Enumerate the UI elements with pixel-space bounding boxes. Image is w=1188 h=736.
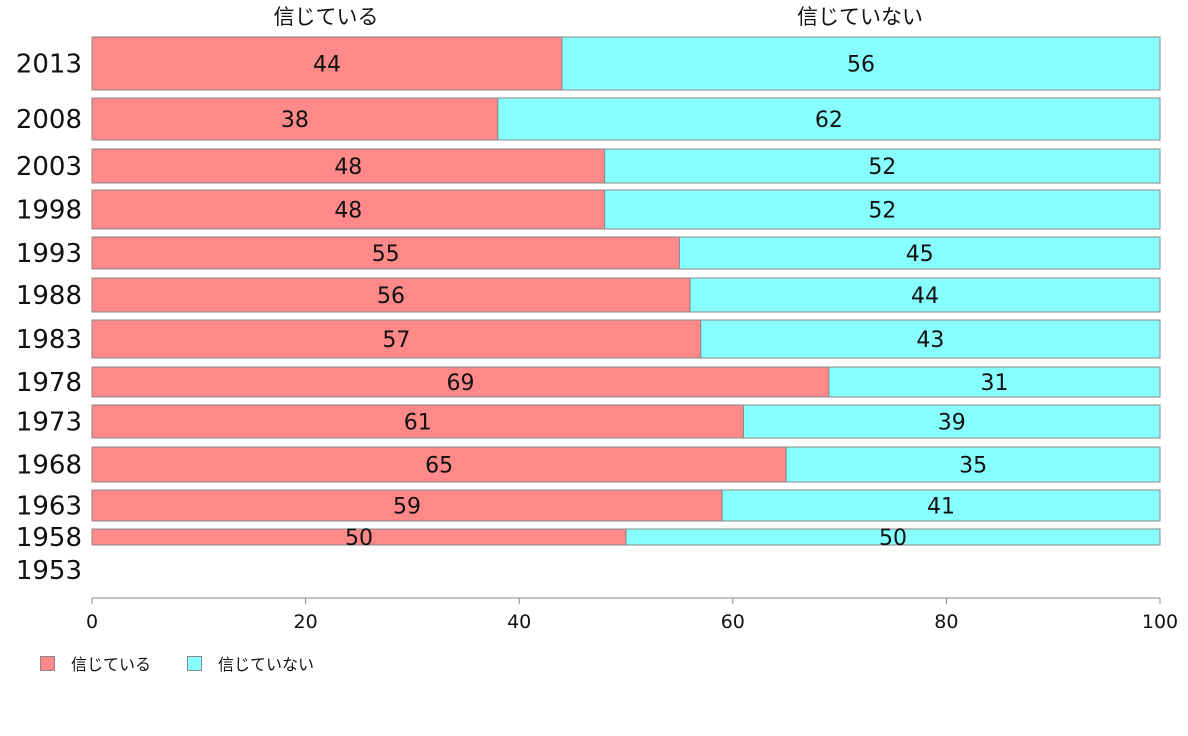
- legend-swatch-not-believe: [187, 655, 203, 671]
- data-label-believe-2003: 48: [334, 155, 362, 180]
- data-label-believe-2008: 38: [281, 108, 309, 133]
- bar-not-believe-1963: [721, 489, 1161, 522]
- legend-item-not-believe: 信じていない: [187, 651, 314, 675]
- data-label-not-believe-1993: 45: [906, 242, 934, 267]
- data-label-not-believe-2008: 62: [815, 108, 843, 133]
- data-label-believe-2013: 44: [313, 53, 341, 78]
- x-tick-label-0: 0: [86, 611, 98, 633]
- bar-believe-2008: [91, 97, 499, 141]
- data-label-believe-1988: 56: [377, 284, 405, 309]
- y-tick-label-2008: 2008: [16, 105, 82, 135]
- data-label-not-believe-1958: 50: [879, 526, 907, 551]
- data-label-believe-1958: 50: [345, 526, 373, 551]
- bar-not-believe-1968: [785, 446, 1161, 483]
- y-tick-label-1978: 1978: [16, 368, 82, 398]
- data-label-not-believe-1963: 41: [927, 495, 955, 520]
- y-tick-label-1998: 1998: [16, 196, 82, 226]
- y-tick-label-1958: 1958: [16, 523, 82, 553]
- legend-label-not-believe: 信じていない: [218, 655, 315, 674]
- y-tick-label-1988: 1988: [16, 281, 82, 311]
- y-tick-label-1963: 1963: [16, 492, 82, 522]
- bar-not-believe-1978: [828, 366, 1161, 398]
- bar-not-believe-1998: [604, 189, 1161, 230]
- data-label-believe-1968: 65: [425, 454, 453, 479]
- top-label-believe: 信じている: [274, 5, 379, 29]
- legend: 信じている 信じていない: [40, 651, 350, 675]
- bar-not-believe-2013: [561, 36, 1161, 91]
- bar-not-believe-1973: [742, 404, 1161, 439]
- data-label-believe-1973: 61: [404, 411, 432, 436]
- data-label-not-believe-1978: 31: [980, 371, 1008, 396]
- bar-believe-2003: [91, 148, 606, 184]
- top-label-not-believe: 信じていない: [797, 5, 923, 29]
- bar-believe-1973: [91, 404, 744, 439]
- data-label-not-believe-1988: 44: [911, 284, 939, 309]
- bar-believe-1963: [91, 489, 723, 522]
- bar-not-believe-1983: [700, 319, 1161, 359]
- data-label-not-believe-2013: 56: [847, 53, 875, 78]
- data-label-believe-1993: 55: [372, 242, 400, 267]
- bar-not-believe-1993: [678, 236, 1161, 270]
- data-label-believe-1998: 48: [334, 199, 362, 224]
- y-tick-label-2013: 2013: [16, 50, 82, 80]
- y-tick-label-2003: 2003: [16, 152, 82, 182]
- data-label-believe-1983: 57: [382, 328, 410, 353]
- bar-believe-1968: [91, 446, 787, 483]
- bar-believe-1993: [91, 236, 680, 270]
- x-tick-label-100: 100: [1142, 611, 1178, 633]
- bar-believe-1998: [91, 189, 606, 230]
- bar-not-believe-2003: [604, 148, 1161, 184]
- legend-label-believe: 信じている: [71, 655, 152, 674]
- bar-not-believe-1958: [625, 528, 1161, 546]
- y-tick-label-1993: 1993: [16, 239, 82, 269]
- data-label-not-believe-1973: 39: [938, 411, 966, 436]
- bar-not-believe-2008: [497, 97, 1161, 141]
- x-tick-label-40: 40: [507, 611, 531, 633]
- data-label-not-believe-2003: 52: [868, 155, 896, 180]
- x-tick-label-80: 80: [934, 611, 958, 633]
- bar-believe-2013: [91, 36, 563, 91]
- legend-swatch-believe: [40, 655, 55, 671]
- bar-not-believe-1988: [689, 277, 1161, 313]
- y-tick-label-1973: 1973: [16, 408, 82, 438]
- x-tick-label-20: 20: [294, 611, 318, 633]
- y-tick-label-1983: 1983: [16, 325, 82, 355]
- y-tick-label-1968: 1968: [16, 451, 82, 481]
- data-label-not-believe-1998: 52: [868, 199, 896, 224]
- data-label-believe-1978: 69: [446, 371, 474, 396]
- x-tick-label-60: 60: [721, 611, 745, 633]
- y-tick-label-1953: 1953: [16, 556, 82, 586]
- bar-believe-1983: [91, 319, 702, 359]
- data-label-believe-1963: 59: [393, 495, 421, 520]
- data-label-not-believe-1968: 35: [959, 454, 987, 479]
- data-label-not-believe-1983: 43: [916, 328, 944, 353]
- legend-item-believe: 信じている: [40, 651, 151, 675]
